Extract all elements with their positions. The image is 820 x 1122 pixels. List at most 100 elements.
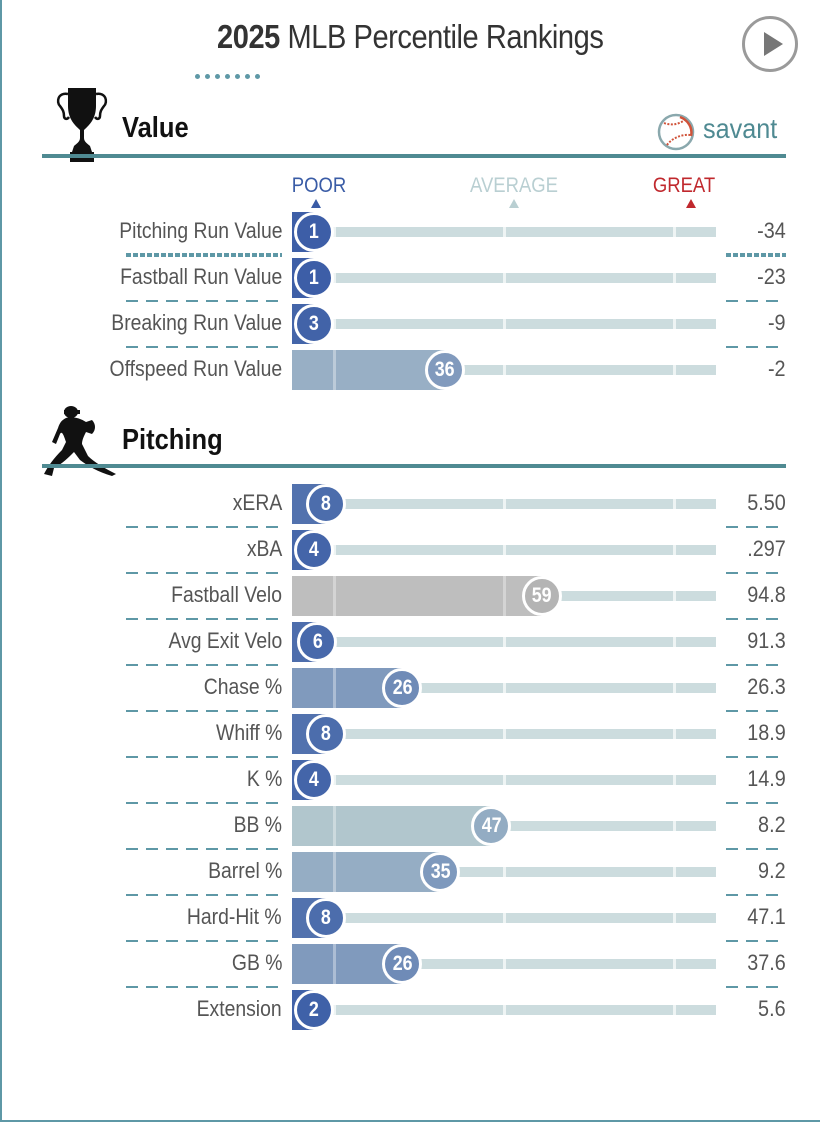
row-separator — [126, 526, 282, 528]
legend-average-marker — [509, 199, 519, 208]
row-separator — [726, 848, 786, 850]
track-reference-tick — [503, 273, 506, 283]
track-reference-tick — [672, 499, 676, 509]
metric-value: 47.1 — [747, 904, 786, 929]
section-title-value: Value — [122, 112, 189, 144]
track-reference-tick — [503, 637, 506, 647]
metric-value: 5.6 — [758, 996, 786, 1021]
metric-row[interactable]: Fastball Run Value 1 -23 — [0, 258, 820, 298]
row-separator — [126, 710, 282, 712]
metric-label: Hard-Hit % — [187, 904, 282, 929]
metric-label: Breaking Run Value — [111, 310, 282, 335]
row-separator — [726, 940, 786, 942]
legend-poor-marker — [311, 199, 321, 208]
percentile-badge: 2 — [294, 990, 334, 1030]
percentile-badge: 4 — [294, 760, 334, 800]
percentile-badge: 8 — [305, 714, 346, 754]
percentile-badge: 8 — [305, 484, 346, 524]
metric-row[interactable]: Barrel % 35 9.2 — [0, 852, 820, 892]
metric-row[interactable]: K % 4 14.9 — [0, 760, 820, 800]
track-reference-tick — [503, 227, 506, 237]
row-separator — [126, 894, 282, 896]
metric-row[interactable]: xERA 8 5.50 — [0, 484, 820, 524]
metric-row[interactable]: Chase % 26 26.3 — [0, 668, 820, 708]
percentile-value: 3 — [309, 312, 319, 335]
metric-label: BB % — [233, 812, 282, 837]
row-separator — [126, 986, 282, 988]
metric-row[interactable]: Whiff % 8 18.9 — [0, 714, 820, 754]
percentile-badge: 26 — [382, 944, 423, 984]
metric-label: Barrel % — [207, 858, 282, 883]
track-reference-tick — [672, 1005, 676, 1015]
metric-row[interactable]: Fastball Velo 59 94.8 — [0, 576, 820, 616]
row-separator — [126, 848, 282, 850]
page-title: 2025 MLB Percentile Rankings — [49, 18, 771, 56]
row-separator — [126, 253, 282, 257]
percentile-value: 2 — [309, 998, 319, 1021]
metric-label: Avg Exit Velo — [168, 628, 282, 653]
percentile-badge: 26 — [382, 668, 423, 708]
percentile-bar — [292, 852, 441, 892]
metric-label: Offspeed Run Value — [109, 356, 282, 381]
track-reference-tick — [672, 365, 676, 375]
track-reference-tick — [672, 319, 676, 329]
track-reference-tick — [672, 545, 676, 555]
bar-reference-tick — [333, 944, 337, 984]
metric-label: Whiff % — [215, 720, 282, 745]
track-reference-tick — [333, 319, 337, 329]
percentile-value: 8 — [320, 722, 331, 745]
track-reference-tick — [503, 1005, 506, 1015]
track-reference-tick — [672, 683, 676, 693]
metric-value: -9 — [768, 310, 786, 335]
metric-row[interactable]: Hard-Hit % 8 47.1 — [0, 898, 820, 938]
metric-row[interactable]: GB % 26 37.6 — [0, 944, 820, 984]
row-separator — [726, 618, 786, 620]
metric-row[interactable]: Breaking Run Value 3 -9 — [0, 304, 820, 344]
percentile-value: 4 — [309, 768, 319, 791]
row-separator — [126, 664, 282, 666]
section-title-pitching: Pitching — [122, 424, 223, 456]
row-separator — [726, 572, 786, 574]
legend-poor: POOR — [291, 174, 347, 197]
track-reference-tick — [503, 545, 506, 555]
track-reference-tick — [503, 683, 506, 693]
metric-value: 8.2 — [758, 812, 786, 837]
metric-row[interactable]: Avg Exit Velo 6 91.3 — [0, 622, 820, 662]
row-separator — [726, 664, 786, 666]
metric-label: Pitching Run Value — [118, 218, 282, 243]
track-reference-tick — [503, 867, 506, 877]
percentile-badge: 8 — [305, 898, 346, 938]
percentile-value: 36 — [434, 358, 455, 381]
percentile-value: 8 — [320, 492, 331, 515]
metric-value: 9.2 — [758, 858, 786, 883]
metric-row[interactable]: Offspeed Run Value 36 -2 — [0, 350, 820, 390]
metric-label: GB % — [231, 950, 282, 975]
percentile-value: 1 — [309, 220, 319, 243]
percentile-badge: 1 — [294, 212, 334, 252]
track-reference-tick — [333, 545, 337, 555]
metric-value: .297 — [747, 536, 786, 561]
bar-reference-tick — [333, 576, 337, 616]
metric-row[interactable]: xBA 4 .297 — [0, 530, 820, 570]
row-separator — [726, 986, 786, 988]
metric-value: 26.3 — [747, 674, 786, 699]
play-circle-icon[interactable] — [742, 16, 798, 72]
row-separator — [726, 346, 786, 348]
metric-value: 37.6 — [747, 950, 786, 975]
track-reference-tick — [333, 227, 337, 237]
title-text: MLB Percentile Rankings — [279, 18, 604, 55]
row-separator — [126, 300, 282, 302]
row-separator — [126, 802, 282, 804]
track-reference-tick — [672, 637, 676, 647]
metric-row[interactable]: BB % 47 8.2 — [0, 806, 820, 846]
percentile-value: 26 — [392, 952, 413, 975]
metric-row[interactable]: Extension 2 5.6 — [0, 990, 820, 1030]
savant-logo[interactable]: savant — [656, 112, 777, 152]
track-reference-tick — [672, 729, 676, 739]
row-separator — [126, 346, 282, 348]
track-reference-tick — [333, 775, 337, 785]
percentile-badge: 47 — [471, 806, 512, 846]
row-separator — [726, 710, 786, 712]
legend-great: GREAT — [652, 174, 716, 197]
metric-row[interactable]: Pitching Run Value 1 -34 — [0, 212, 820, 252]
